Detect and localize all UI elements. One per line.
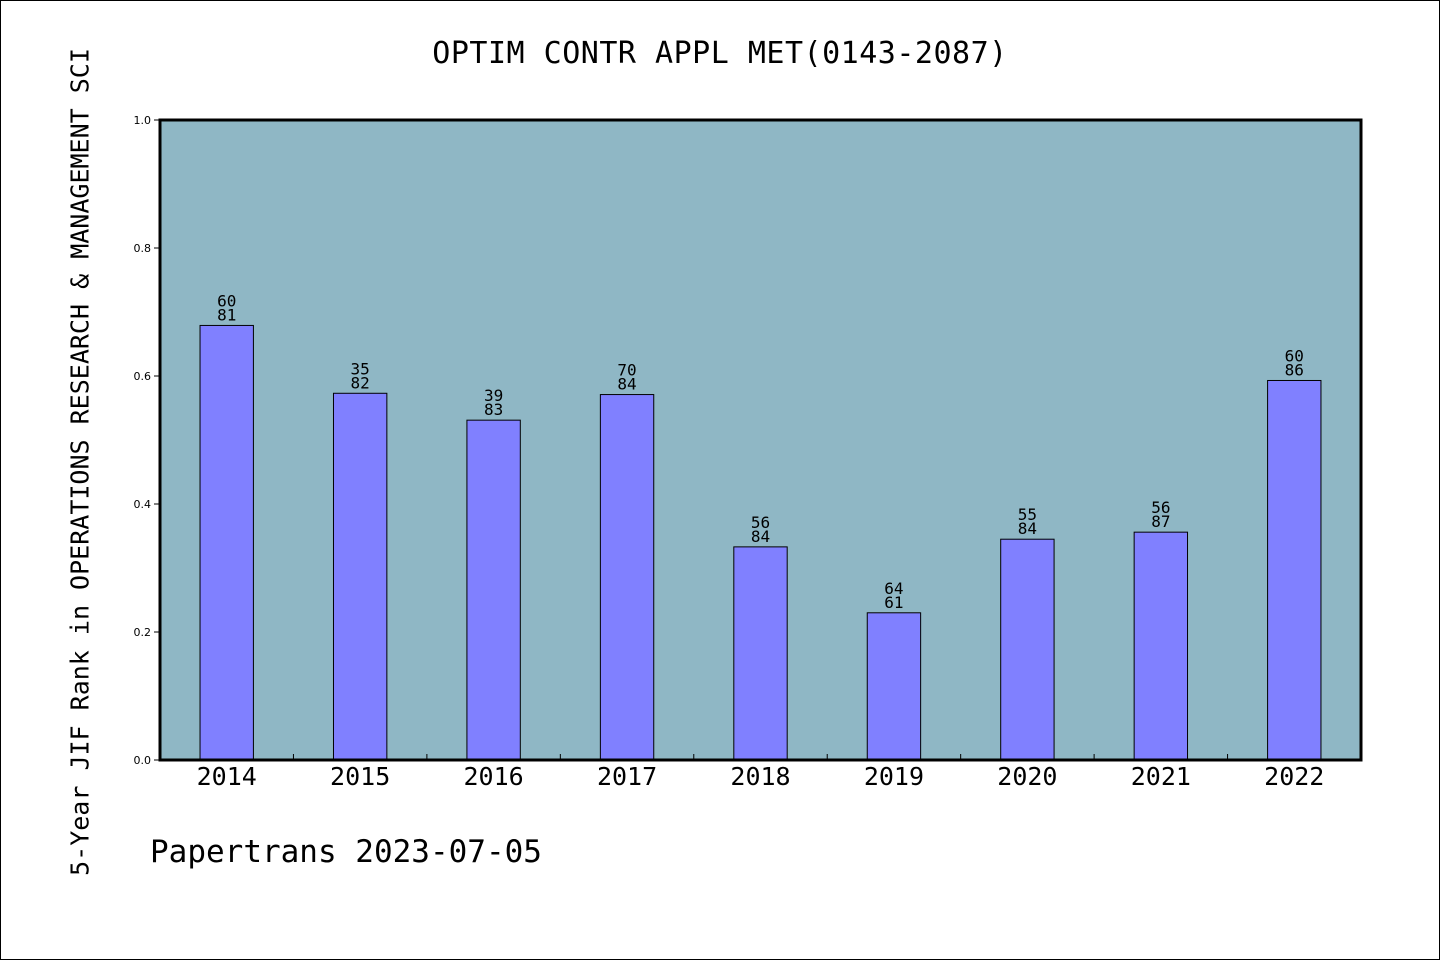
- bar-label-bottom-2020: 84: [1018, 519, 1037, 538]
- bar-label-bottom-2016: 83: [484, 400, 503, 419]
- bar-label-top-2015: 35: [351, 359, 370, 378]
- bar-2017: [599, 394, 655, 761]
- bar-2016: [466, 419, 521, 761]
- bar-label-top-2020: 55: [1018, 505, 1037, 524]
- bar-label-bottom-2018: 84: [751, 527, 770, 546]
- x-tick-label-2016: 2016: [464, 762, 524, 791]
- bar-2022: [1267, 379, 1322, 761]
- x-tick-label-2020: 2020: [997, 762, 1057, 791]
- bar-label-top-2017: 70: [617, 361, 636, 380]
- bar-label-bottom-2019: 61: [884, 593, 903, 612]
- bar-label-top-2022: 60: [1285, 346, 1304, 365]
- x-tick-label-2015: 2015: [330, 762, 390, 791]
- chart-title: OPTIM CONTR APPL MET(0143-2087): [432, 36, 1008, 71]
- bar-label-bottom-2022: 86: [1285, 360, 1304, 379]
- x-tick-label-2021: 2021: [1131, 762, 1191, 791]
- x-axis: 2014 2015 2016 2017 2018 2019 2020 2021 2022: [197, 754, 1324, 791]
- x-tick-label-2022: 2022: [1264, 762, 1324, 791]
- bar-label-top-2021: 56: [1151, 498, 1170, 517]
- bar-label-top-2016: 39: [484, 386, 503, 405]
- y-tick-label: 0.8: [134, 242, 152, 255]
- x-tick-label-2014: 2014: [197, 762, 257, 791]
- bar-label-top-2014: 60: [217, 291, 236, 310]
- x-tick-label-2017: 2017: [597, 762, 657, 791]
- bar-2020: [1000, 538, 1055, 761]
- y-tick-label: 0.4: [134, 498, 152, 511]
- x-tick-label-2019: 2019: [864, 762, 924, 791]
- y-tick-label: 1.0: [134, 114, 152, 127]
- bar-2021: [1133, 531, 1189, 761]
- y-tick-label: 0.6: [134, 370, 152, 383]
- bar-label-bottom-2015: 82: [351, 373, 370, 392]
- footer-credit: Papertrans 2023-07-05: [150, 834, 542, 870]
- plot-border: [158, 118, 1363, 762]
- bar-label-bottom-2021: 87: [1151, 512, 1170, 531]
- y-axis: 0.0 0.2 0.4 0.6 0.8 1.0: [134, 114, 160, 767]
- bar-label-top-2018: 56: [751, 513, 770, 532]
- x-tick-label-2018: 2018: [730, 762, 790, 791]
- bar-label-top-2019: 64: [884, 579, 903, 598]
- bar-2018: [733, 546, 788, 761]
- y-tick-label: 0.0: [134, 754, 152, 767]
- bar-label-bottom-2014: 81: [217, 305, 236, 324]
- bar-label-bottom-2017: 84: [617, 375, 636, 394]
- y-tick-label: 0.2: [134, 626, 152, 639]
- bar-2019: [866, 612, 922, 761]
- bar-2014: [199, 324, 254, 761]
- bar-2015: [332, 392, 388, 761]
